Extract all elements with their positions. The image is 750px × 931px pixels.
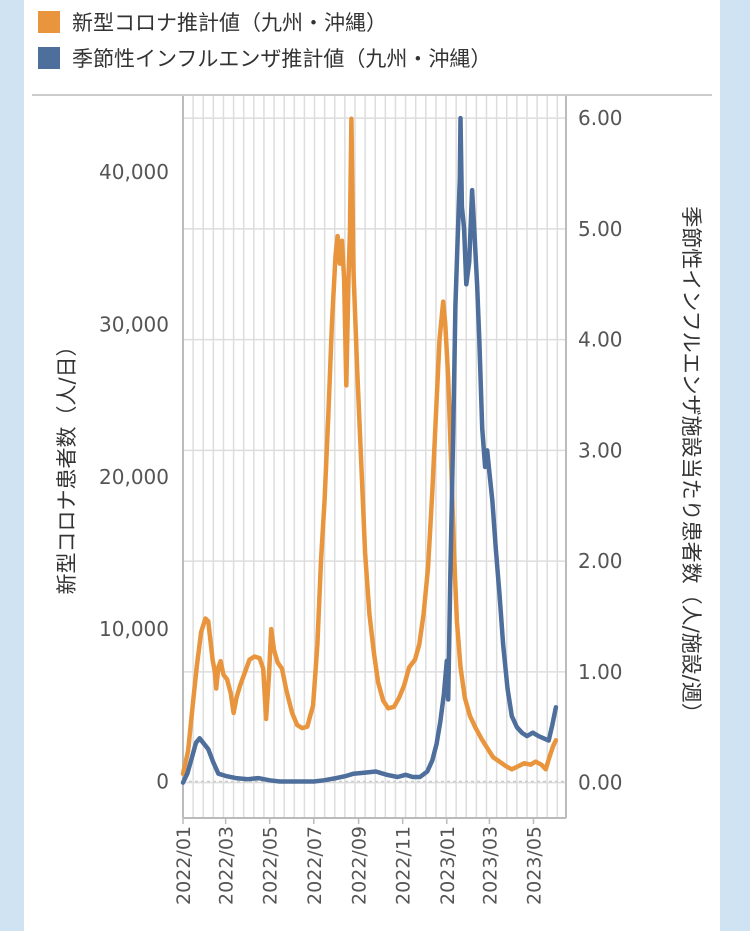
left-axis-tick-label: 10,000 [99,617,169,641]
legend-divider [32,94,712,96]
left-axis-title: 新型コロナ患者数（人/日） [55,335,79,594]
right-axis-tick-label: 0.00 [578,771,623,795]
legend-item-covid[interactable]: 新型コロナ推計値（九州・沖縄） [38,4,491,40]
left-axis-tick-label: 0 [156,769,169,793]
right-axis-tick-label: 5.00 [578,217,623,241]
legend-swatch-influenza [38,47,60,69]
axes [182,96,567,824]
series-lines [180,115,559,785]
x-axis-tick-label: 2022/01 [173,826,195,905]
x-axis-tick-labels: 2022/01 2022/03 2022/05 2022/07 2022/09 2022/… [173,826,545,905]
x-axis-tick-label: 2022/05 [260,826,282,905]
series-line-covid [180,116,559,777]
x-axis-tick-label: 2022/11 [393,826,415,905]
right-axis-tick-labels: 0.00 1.00 2.00 3.00 4.00 5.00 6.00 [578,106,623,794]
left-axis-tick-label: 30,000 [99,312,169,336]
right-axis-tick-label: 4.00 [578,328,623,352]
legend-label-covid: 新型コロナ推計値（九州・沖縄） [72,11,387,35]
series-line-influenza [180,115,559,785]
x-axis-tick-label: 2022/09 [349,826,371,905]
x-axis-tick-label: 2023/03 [479,826,501,905]
x-axis-tick-label: 2022/07 [304,826,326,905]
legend-swatch-covid [38,11,60,33]
right-axis-tick-label: 6.00 [578,106,623,130]
legend-item-influenza[interactable]: 季節性インフルエンザ推計値（九州・沖縄） [38,40,491,76]
x-axis-tick-label: 2022/03 [216,826,238,905]
x-axis-tick-label: 2023/01 [437,826,459,905]
legend-label-influenza: 季節性インフルエンザ推計値（九州・沖縄） [72,47,492,71]
right-axis-tick-label: 2.00 [578,549,623,573]
right-axis-tick-label: 1.00 [578,660,623,684]
left-axis-tick-label: 20,000 [99,465,169,489]
chart-card: 新型コロナ推計値（九州・沖縄） 季節性インフルエンザ推計値（九州・沖縄） [24,0,720,931]
right-axis-tick-label: 3.00 [578,438,623,462]
chart-legend: 新型コロナ推計値（九州・沖縄） 季節性インフルエンザ推計値（九州・沖縄） [38,4,491,76]
left-axis-tick-labels: 0 10,000 20,000 30,000 40,000 [99,160,169,793]
left-axis-tick-label: 40,000 [99,160,169,184]
right-axis-title: 季節性インフルエンザ施設当たり患者数（人/施設/週） [679,206,703,724]
x-axis-tick-label: 2023/05 [523,826,545,905]
